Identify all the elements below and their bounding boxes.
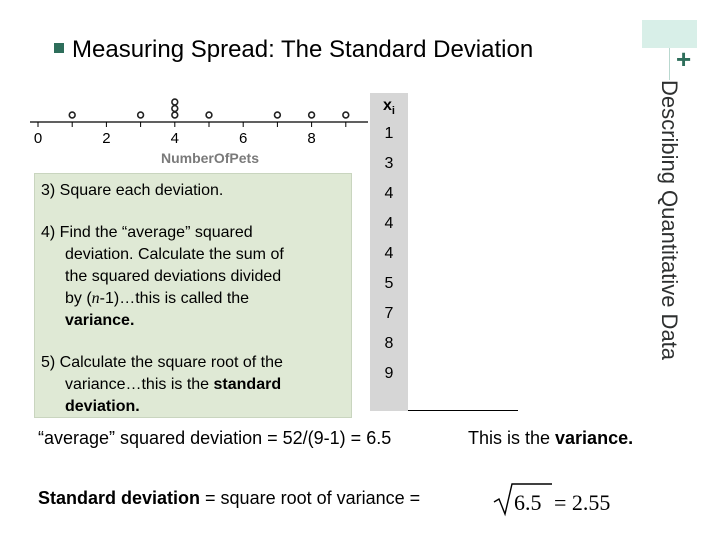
table-cell: 8	[384, 335, 394, 352]
table-cell: 4	[384, 215, 394, 232]
table-column	[370, 93, 408, 411]
step-4-line-4-n: n	[91, 290, 100, 307]
dot-plot-point	[171, 98, 179, 106]
table-header-sub: i	[391, 105, 395, 118]
table-rule	[408, 410, 518, 411]
table-cell: 4	[384, 245, 394, 262]
bullet-icon	[54, 43, 64, 53]
dot-plot-axis-label: NumberOfPets	[161, 150, 259, 166]
sd-result: = 2.55	[554, 490, 610, 515]
step-5-line-2: variance…this is the standard	[41, 374, 283, 396]
dot-plot-tick-label: 4	[171, 130, 179, 147]
table-cell: 1	[384, 125, 394, 142]
average-squared-deviation: “average” squared deviation = 52/(9-1) =…	[38, 428, 392, 448]
table-header-x: x	[383, 97, 392, 114]
dot-plot-point	[205, 111, 213, 119]
variance-note: This is the variance.	[468, 428, 633, 449]
step-4: 4) Find the “average” squared deviation.…	[41, 222, 284, 332]
dot-plot-point	[68, 111, 76, 119]
dot-plot-point	[136, 111, 145, 119]
step-4-line-2: deviation. Calculate the sum of	[65, 246, 284, 263]
plus-icon: +	[676, 44, 692, 74]
dot-plot-tick-label: 2	[102, 130, 110, 147]
sd-sqrt-arg: 6.5	[514, 490, 542, 515]
steps-box: 3) Square each deviation. 4) Find the “a…	[34, 173, 352, 418]
table-cell: 5	[384, 275, 394, 292]
dot-plot-point	[171, 111, 179, 119]
sd-formula: 6.5 = 2.55	[493, 483, 610, 517]
step-4-line-1: 4) Find the “average” squared	[41, 224, 253, 241]
dot-plot: 0 2 4 6 8 NumberOfPets	[30, 98, 368, 166]
table-cell: 3	[384, 155, 394, 172]
step-4-line-4: by (n-1)…this is called the	[41, 288, 284, 310]
step-4-line-4-post: -1)…this is called the	[99, 290, 250, 307]
table-cell: 9	[384, 365, 394, 382]
step-4-line-5: variance.	[41, 310, 284, 332]
variance-note-bold: variance.	[555, 428, 634, 448]
dot-plot-point	[273, 111, 282, 119]
step-5-line-1: 5) Calculate the square root of the	[41, 354, 283, 371]
dot-plot-tick-label: 0	[34, 130, 42, 147]
corner-decoration	[642, 20, 697, 48]
sqrt-sign-icon	[493, 483, 552, 517]
step-5-line-3: deviation.	[41, 396, 283, 418]
variance-note-pre: This is the	[468, 428, 556, 448]
step-4-line-3: the squared deviations divided	[65, 268, 282, 285]
table-cell: 7	[384, 305, 394, 322]
table-cell: 4	[384, 185, 394, 202]
corner-decoration-line	[669, 48, 670, 80]
step-3: 3) Square each deviation.	[41, 182, 224, 199]
side-title: Describing Quantitative Data	[657, 80, 682, 361]
step-4-line-4-pre: by (	[65, 290, 92, 307]
dot-plot-tick-label: 8	[307, 130, 315, 147]
step-5: 5) Calculate the square root of the vari…	[41, 352, 283, 418]
dot-plot-point	[342, 111, 350, 119]
sd-rest: = square root of variance =	[200, 488, 421, 508]
table-header: xi	[370, 92, 408, 120]
standard-deviation-line: Standard deviation = square root of vari…	[38, 488, 420, 509]
dot-plot-point	[171, 104, 179, 113]
slide-title-text: Measuring Spread: The Standard Deviation	[72, 36, 534, 63]
slide-title: Measuring Spread: The Standard Deviation	[54, 36, 533, 64]
dot-plot-point	[307, 111, 316, 119]
step-5-line-2-pre: variance…this is the	[65, 376, 214, 393]
dot-plot-tick-label: 6	[239, 130, 247, 147]
variance-term: variance.	[65, 312, 135, 329]
deviation-term: deviation.	[65, 398, 140, 415]
standard-term: standard	[213, 376, 282, 393]
sd-label: Standard deviation	[38, 488, 201, 508]
